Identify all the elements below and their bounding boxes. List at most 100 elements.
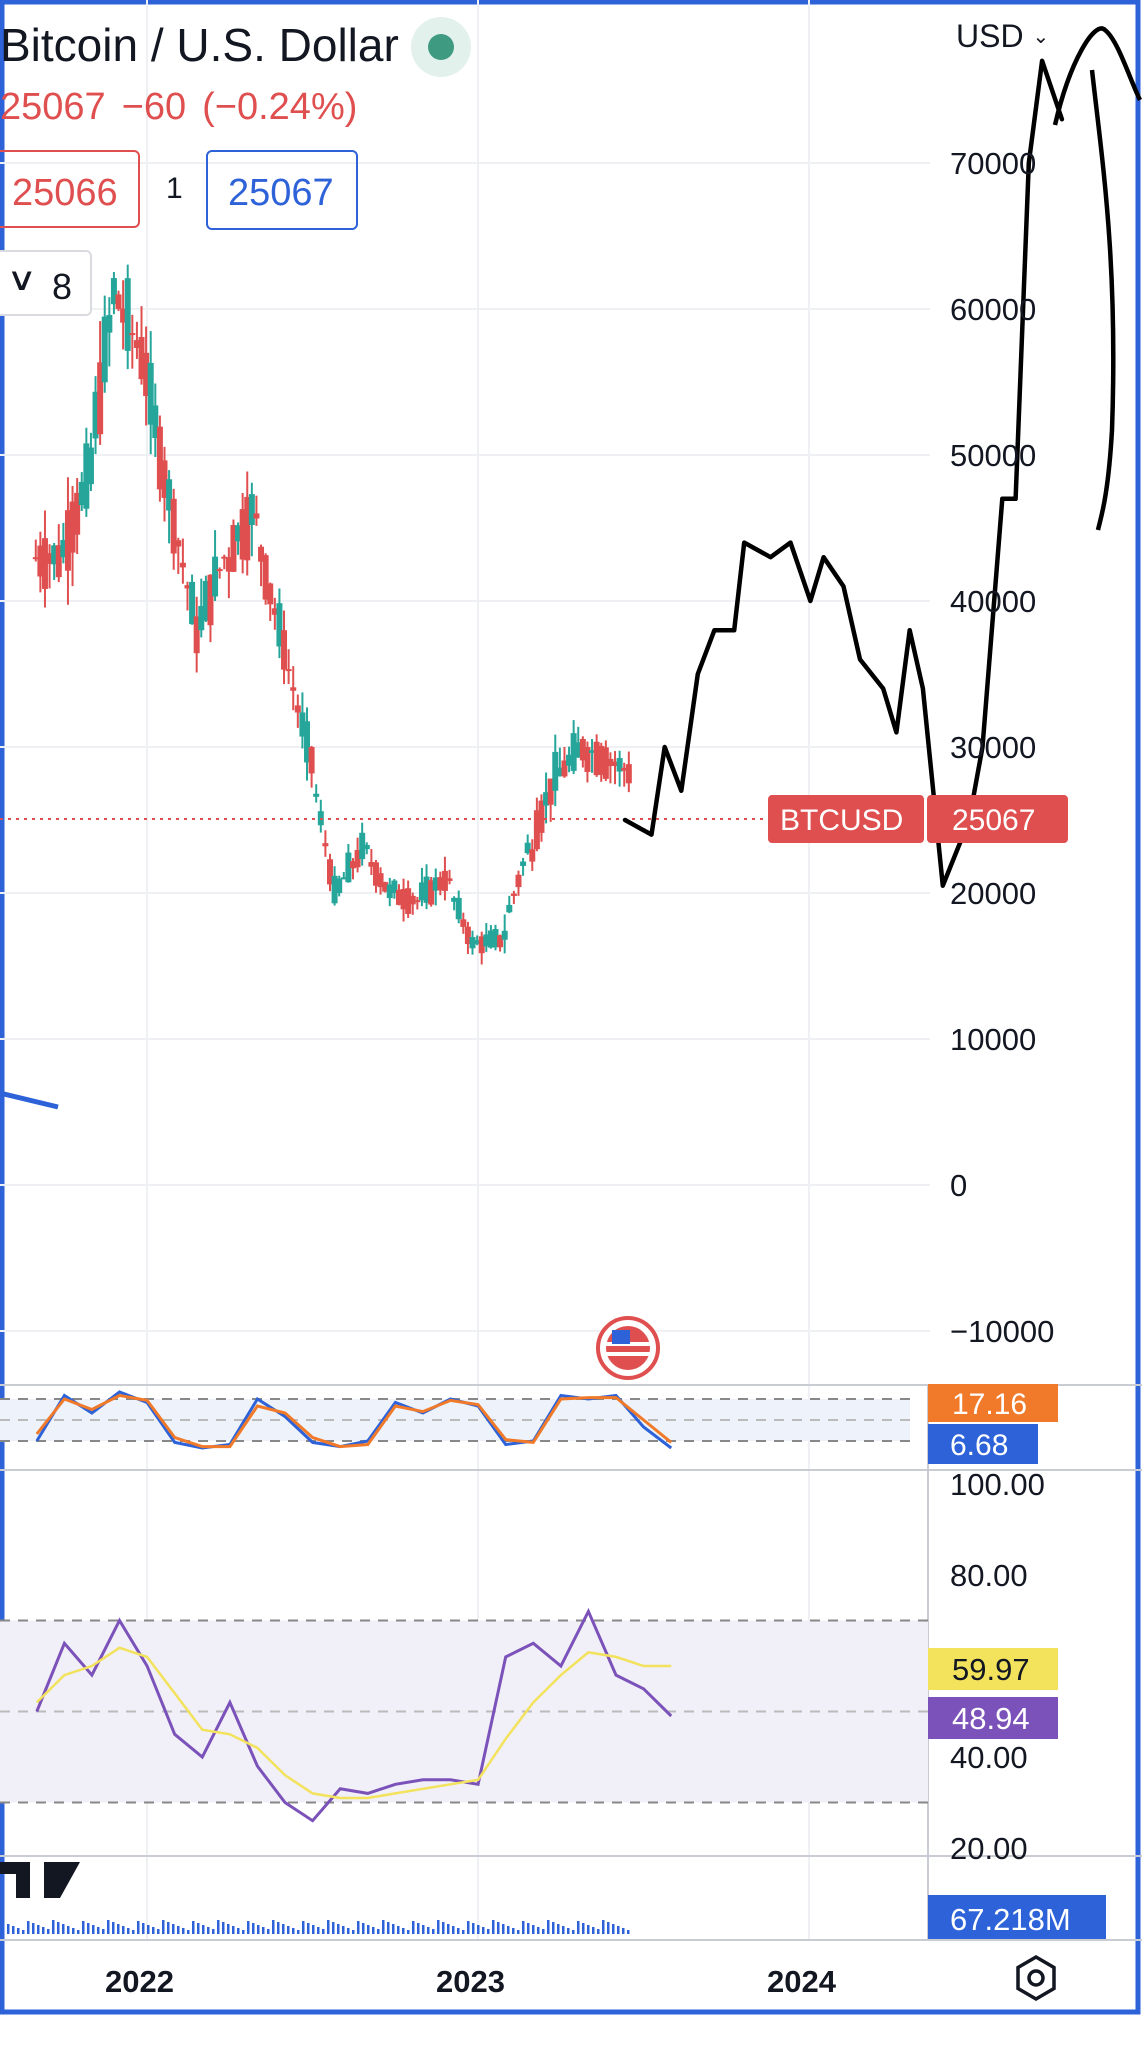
candle-body xyxy=(216,569,223,572)
symbol-tag-label: BTCUSD xyxy=(780,804,903,837)
volume-bar xyxy=(352,1930,355,1934)
volume-bar xyxy=(27,1921,30,1934)
volume-bar xyxy=(607,1922,610,1934)
volume-bar xyxy=(17,1928,20,1934)
price-tick-label: 0 xyxy=(950,1168,967,1203)
candle-body xyxy=(547,778,554,805)
volume-bar xyxy=(542,1929,545,1934)
volume-bar xyxy=(307,1923,310,1934)
us-flag-icon[interactable] xyxy=(596,1316,660,1380)
price-tick-label: 50000 xyxy=(950,438,1036,473)
candle-body xyxy=(359,832,366,860)
rsi-pane[interactable]: 100.00 80.00 40.00 20.00 59.97 48.94 xyxy=(0,1467,1058,1866)
volume-bar xyxy=(322,1929,325,1934)
candle-body xyxy=(322,843,329,847)
volume-bar xyxy=(37,1925,40,1934)
volume-bar xyxy=(212,1929,215,1934)
candle-body xyxy=(478,936,485,954)
price-tick-label: 10000 xyxy=(950,1022,1036,1057)
candle-body xyxy=(179,562,186,568)
candle-body xyxy=(74,492,81,535)
volume-bar xyxy=(587,1925,590,1934)
candle-body xyxy=(423,876,430,903)
sell-button[interactable]: 25066 xyxy=(0,150,140,228)
volume-bar xyxy=(337,1924,340,1934)
candle-body xyxy=(92,391,99,439)
candle-body xyxy=(474,940,481,945)
candle-body xyxy=(230,525,237,572)
candle-body xyxy=(533,810,540,850)
candle-body xyxy=(175,540,182,547)
volume-bar xyxy=(612,1924,615,1934)
volume-bar xyxy=(397,1926,400,1934)
projection-stroke xyxy=(1089,69,1116,531)
market-status-icon[interactable] xyxy=(411,17,471,77)
candle-body xyxy=(41,538,48,589)
candle-body xyxy=(51,545,58,565)
candle-body xyxy=(262,555,269,600)
volume-bar xyxy=(377,1929,380,1934)
rsi-line xyxy=(35,1607,673,1823)
candle-body xyxy=(244,496,251,561)
volume-bar xyxy=(277,1922,280,1934)
candle-body xyxy=(225,557,232,572)
price-axis[interactable]: 70000 60000 50000 40000 30000 20000 10000 0 −100… xyxy=(950,146,1054,1349)
volume-bar xyxy=(347,1928,350,1934)
volume-bar xyxy=(87,1923,90,1934)
volume-bar xyxy=(227,1924,230,1934)
candle-body xyxy=(455,897,462,920)
buy-button[interactable]: 25067 xyxy=(206,150,358,230)
volume-bar xyxy=(472,1923,475,1934)
volume-bar xyxy=(367,1925,370,1934)
settings-gear-icon[interactable] xyxy=(1012,1954,1060,2002)
candle-body xyxy=(87,447,94,485)
candle-body xyxy=(147,362,154,425)
candle-body xyxy=(363,844,370,850)
candle-body xyxy=(129,333,136,336)
volume-bar xyxy=(552,1922,555,1934)
candle-body xyxy=(391,880,398,893)
time-axis[interactable]: 2022 2023 2024 xyxy=(105,1964,837,1999)
candle-body xyxy=(405,888,412,914)
price-tick-label: 70000 xyxy=(950,146,1036,181)
stoch-rsi-pane[interactable]: 17.16 6.68 xyxy=(0,1384,1058,1464)
volume-bar xyxy=(117,1924,120,1934)
volume-bar xyxy=(47,1929,50,1934)
volume-bar xyxy=(122,1926,125,1934)
candle-body xyxy=(368,862,375,867)
candle-body xyxy=(612,761,619,766)
volume-bar xyxy=(417,1923,420,1934)
volume-bar xyxy=(332,1922,335,1934)
price-candles[interactable] xyxy=(0,264,928,965)
hand-drawn-projection[interactable] xyxy=(622,26,1142,888)
volume-bar xyxy=(562,1926,565,1934)
trend-line[interactable] xyxy=(0,1090,59,1110)
candle-body xyxy=(207,574,214,626)
stoch-d-value-tag xyxy=(928,1384,1058,1422)
candle-body xyxy=(294,705,301,713)
candle-body xyxy=(290,687,297,691)
spread-value: 1 xyxy=(166,172,183,205)
volume-bar xyxy=(507,1926,510,1934)
candle-body xyxy=(487,930,494,948)
volume-bar xyxy=(597,1929,600,1934)
volume-bar xyxy=(557,1924,560,1934)
volume-pane[interactable]: 67.218M xyxy=(0,1862,1106,1939)
candle-body xyxy=(221,556,228,559)
candle-body xyxy=(446,878,453,881)
currency-selector[interactable]: USD ⌄ xyxy=(956,18,1049,55)
volume-bar xyxy=(517,1930,520,1934)
candle-body xyxy=(520,861,527,866)
candle-body xyxy=(552,751,559,791)
indicators-toggle-button[interactable]: ∨ 8 xyxy=(0,250,92,316)
volume-bar xyxy=(107,1920,110,1934)
candle-body xyxy=(143,352,150,397)
value-labels: BTCUSD 25067 xyxy=(768,795,1068,844)
projection-flourish xyxy=(1052,26,1142,126)
symbol-title[interactable]: Bitcoin / U.S. Dollar xyxy=(0,19,399,71)
volume-bar xyxy=(147,1925,150,1934)
volume-bar xyxy=(457,1928,460,1934)
